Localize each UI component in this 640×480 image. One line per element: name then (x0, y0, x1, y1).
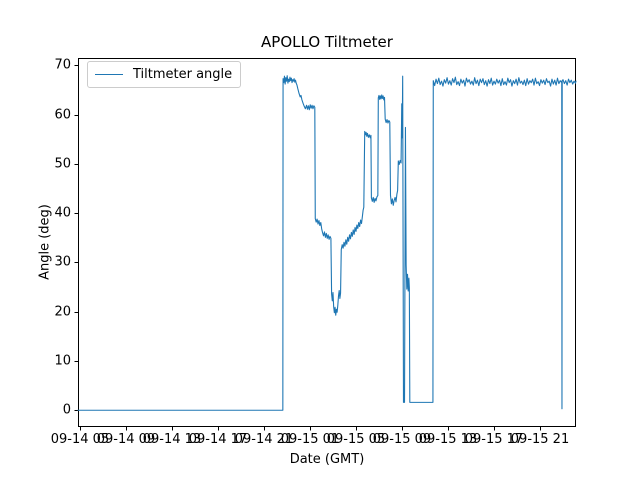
series-tiltmeter-angle (77, 75, 577, 411)
y-tick-label: 10 (54, 353, 71, 369)
chart-title: APOLLO Tiltmeter (261, 33, 393, 51)
x-tick-label: 09-15 01 (280, 432, 340, 447)
axes-spines (78, 58, 576, 427)
y-tick-label: 0 (62, 402, 71, 418)
x-tick-label: 09-14 13 (142, 432, 202, 447)
y-tick-label: 40 (54, 205, 71, 221)
y-axis-label: Angle (deg) (37, 204, 53, 280)
x-tick-label: 09-14 21 (234, 432, 294, 447)
y-tick-label: 50 (54, 156, 71, 172)
legend-label: Tiltmeter angle (133, 67, 233, 82)
x-tick-label: 09-14 05 (50, 432, 110, 447)
x-tick-label: 09-15 17 (464, 432, 524, 447)
x-tick-label: 09-15 09 (372, 432, 432, 447)
y-tick-label: 60 (54, 107, 71, 123)
x-tick-label: 09-15 05 (326, 432, 386, 447)
x-tick-label: 09-14 09 (96, 432, 156, 447)
y-tick-label: 70 (54, 57, 71, 73)
y-tick-label: 30 (54, 254, 71, 270)
y-tick-label: 20 (54, 304, 71, 320)
x-tick-label: 09-14 17 (188, 432, 248, 447)
x-tick-label: 09-15 13 (418, 432, 478, 447)
legend: Tiltmeter angle (87, 61, 241, 88)
x-axis-label: Date (GMT) (289, 452, 365, 467)
legend-line-sample (95, 74, 123, 75)
x-tick-label: 09-15 21 (510, 432, 570, 447)
